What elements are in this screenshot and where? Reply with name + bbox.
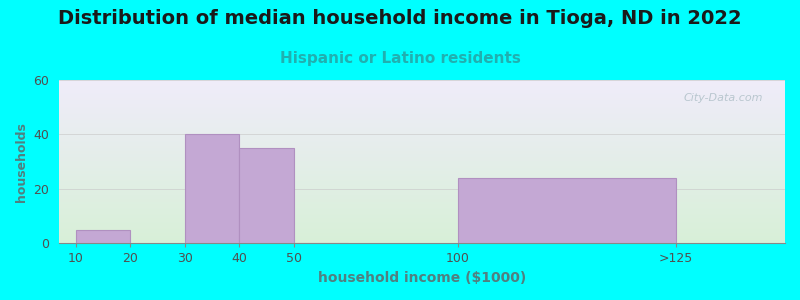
Text: City-Data.com: City-Data.com <box>684 93 763 103</box>
Bar <box>75 230 130 243</box>
Text: Hispanic or Latino residents: Hispanic or Latino residents <box>279 51 521 66</box>
Y-axis label: households: households <box>15 122 28 202</box>
Bar <box>458 178 676 243</box>
X-axis label: household income ($1000): household income ($1000) <box>318 271 526 285</box>
Bar <box>185 134 239 243</box>
Bar <box>239 148 294 243</box>
Text: Distribution of median household income in Tioga, ND in 2022: Distribution of median household income … <box>58 9 742 28</box>
